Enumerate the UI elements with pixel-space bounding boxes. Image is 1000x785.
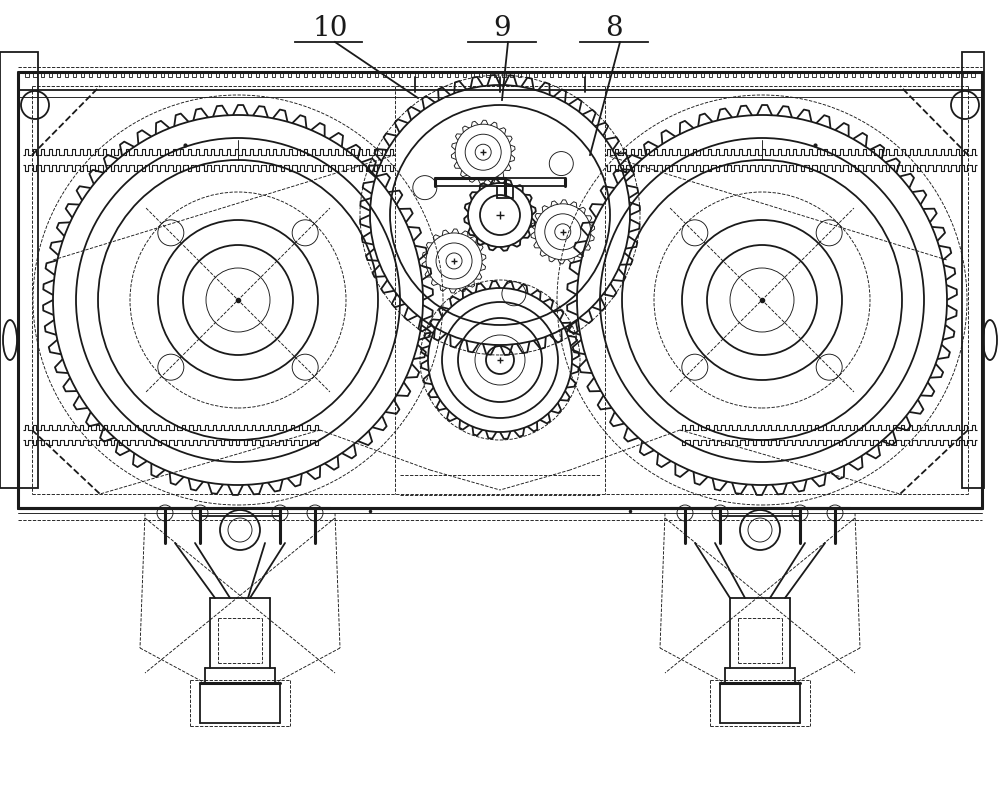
- Bar: [497, 186, 513, 198]
- Text: 9: 9: [493, 14, 511, 42]
- Text: 10: 10: [312, 14, 348, 42]
- Text: 8: 8: [605, 14, 623, 42]
- Bar: [0, 52, 38, 488]
- Bar: [962, 52, 984, 488]
